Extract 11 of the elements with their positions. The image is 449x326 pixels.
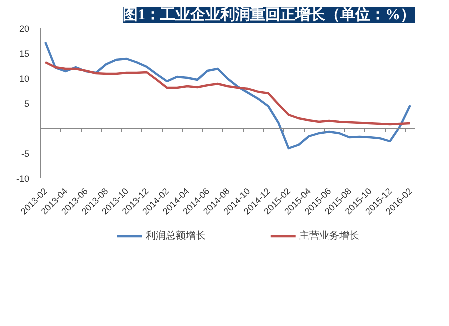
legend-label: 利润总额增长: [146, 230, 206, 242]
line-series: [44, 61, 412, 126]
line-series: [44, 41, 412, 150]
y-tick-label: -5: [22, 149, 30, 159]
legend-label: 主营业务增长: [300, 230, 360, 242]
y-tick-label: -10: [16, 174, 30, 184]
chart-title: 图1：工业企业利润重回正增长（单位：%）: [123, 6, 416, 24]
y-tick-label: 20: [19, 24, 30, 34]
y-tick-label: 10: [19, 74, 30, 84]
y-tick-label: 15: [19, 49, 30, 59]
y-tick-label: 5: [24, 99, 30, 109]
